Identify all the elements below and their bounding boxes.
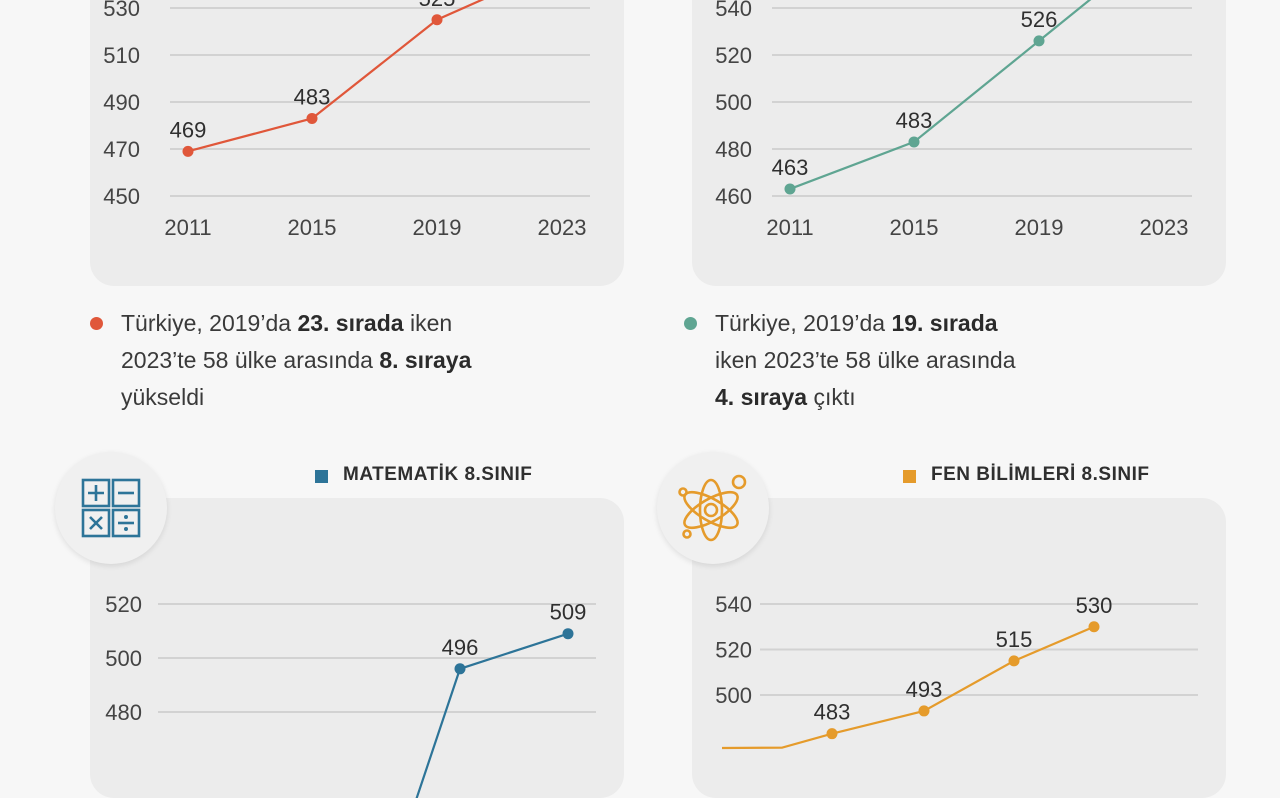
note-left: Türkiye, 2019’da 23. sırada iken 2023’te… [121,305,591,416]
data-point [1033,35,1045,47]
note-right-bold-rank-2019: 19. sırada [891,310,998,336]
y-tick-label: 450 [103,184,140,209]
chart-title-science: FEN BİLİMLERİ 8.SINIF [931,464,1150,485]
line-chart-science: 500 520 540 483 493 515 530 [715,592,1198,750]
data-point [182,145,194,157]
data-label: 469 [170,117,207,142]
data-point [562,628,574,640]
note-left-bold-rank-2023: 8. sıraya [379,347,472,373]
note-left-text: iken [403,310,453,336]
line-chart-top-right: 460 480 500 520 540 2011 2015 2019 2023 463 483 526 [715,0,1192,240]
y-tick-label: 530 [103,0,140,21]
series-line [187,0,485,153]
x-tick-label: 2019 [413,215,462,240]
atom-icon [678,474,747,542]
icon-circle-science [657,452,769,564]
y-tick-label: 520 [715,638,752,663]
data-label: 515 [996,627,1033,652]
data-label: 526 [1021,7,1058,32]
data-label: 493 [906,677,943,702]
note-right-text: çıktı [807,384,856,410]
note-right: Türkiye, 2019’da 19. sırada iken 2023’te… [715,305,1185,416]
note-right-text: Türkiye, 2019’da [715,310,892,336]
y-tick-label: 480 [715,137,752,162]
note-bullet-left [90,317,103,330]
data-point [454,663,466,675]
note-right-text: iken 2023’te 58 ülke arasında [715,347,1016,373]
y-tick-label: 520 [105,592,142,617]
data-point [918,705,930,717]
y-tick-label: 510 [103,43,140,68]
y-tick-label: 460 [715,184,752,209]
note-left-bold-rank-2019: 23. sırada [297,310,404,336]
x-tick-label: 2011 [164,215,211,240]
y-tick-label: 470 [103,137,140,162]
note-left-text: yükseldi [121,384,205,410]
note-left-text: Türkiye, 2019’da [121,310,298,336]
data-label: 483 [896,108,933,133]
data-point [306,112,318,124]
legend-square-math [315,470,328,483]
y-tick-label: 520 [715,43,752,68]
data-point [908,136,920,148]
x-tick-label: 2011 [766,215,813,240]
note-left-text: 2023’te 58 ülke arasında [121,347,380,373]
x-tick-label: 2015 [288,215,337,240]
legend-square-science [903,470,916,483]
note-right-bold-rank-2023: 4. sıraya [715,384,808,410]
x-tick-label: 2015 [890,215,939,240]
data-point [1088,621,1100,633]
y-tick-label: 500 [105,646,142,671]
line-chart-math: 480 500 520 496 509 [105,592,596,798]
x-tick-label: 2019 [1015,215,1064,240]
data-label: 525 [419,0,456,11]
icon-circle-math [55,452,167,564]
y-tick-label: 500 [715,90,752,115]
data-point [784,183,796,195]
data-point [1008,655,1020,667]
data-label: 463 [772,155,809,180]
line-chart-top-left: 450 470 490 510 530 2011 2015 2019 2023 469 483 525 [103,0,590,240]
y-tick-label: 490 [103,90,140,115]
y-tick-label: 540 [715,0,752,21]
data-point [431,14,443,26]
y-tick-label: 540 [715,592,752,617]
data-label: 509 [550,600,587,625]
chart-panel-top-left: 450 470 490 510 530 2011 2015 2019 2023 469 483 525 [90,0,624,286]
chart-panel-bottom-right: 500 520 540 483 493 515 530 [692,498,1226,798]
x-tick-label: 2023 [538,215,587,240]
y-tick-label: 480 [105,700,142,725]
chart-panel-top-right: 460 480 500 520 540 2011 2015 2019 2023 463 483 526 [692,0,1226,286]
chart-title-math: MATEMATİK 8.SINIF [343,464,533,485]
data-label: 496 [442,635,479,660]
y-tick-label: 500 [715,683,752,708]
note-bullet-right [684,317,697,330]
series-line [789,0,1092,190]
chart-panel-bottom-left: 480 500 520 496 509 [90,498,624,798]
data-point [826,728,838,740]
calculator-icon [81,478,141,538]
data-label: 483 [814,700,851,725]
data-label: 483 [294,84,331,109]
data-label: 530 [1076,593,1113,618]
x-tick-label: 2023 [1140,215,1189,240]
